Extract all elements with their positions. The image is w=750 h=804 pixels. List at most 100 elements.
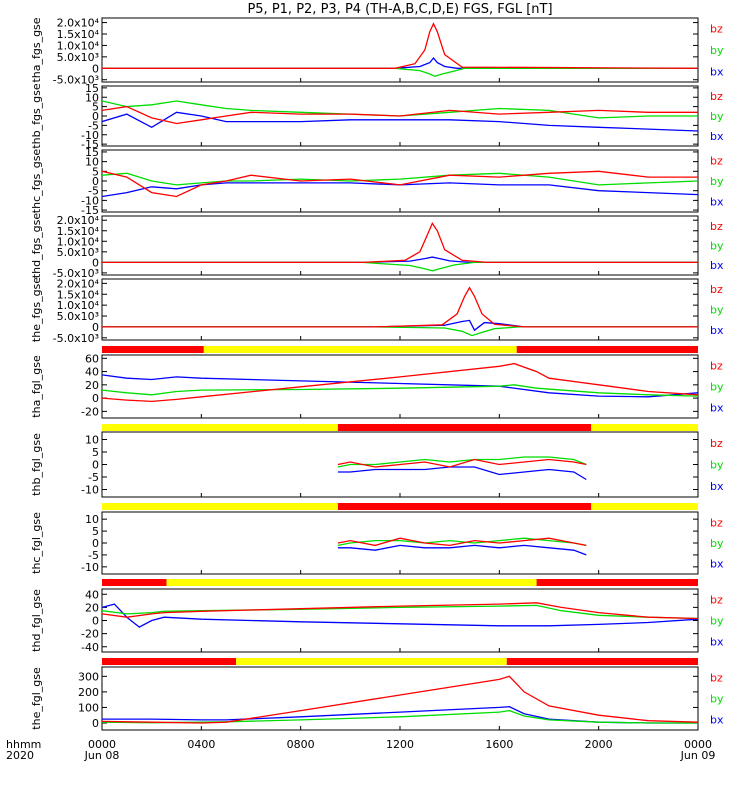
- panel-the_fgl_gse: 300 200 100 0 the_fgl_gse bz by bx: [30, 666, 724, 731]
- legend-label-by: by: [710, 459, 724, 472]
- y-tick-label: 5: [92, 525, 99, 538]
- state-segment-yellow: [102, 503, 338, 510]
- y-tick-label: 0: [92, 392, 99, 405]
- series-line-bz: [102, 170, 698, 198]
- panels-group: 2.0x10⁴1.5x10⁴1.0x10⁴5.0x10³0-5.0x10³tha…: [30, 17, 724, 731]
- y-tick-label: 2.0x10⁴: [57, 214, 100, 227]
- year-label: 2020: [6, 749, 34, 762]
- series-line-bz: [102, 602, 698, 620]
- y-tick-label: -15: [81, 138, 99, 151]
- y-tick-label: 1.5x10⁴: [57, 28, 100, 41]
- state-segment-yellow: [203, 346, 517, 353]
- x-tick-label: 0000: [684, 738, 712, 751]
- series-line-by: [102, 172, 698, 186]
- series-line-by: [102, 604, 698, 620]
- state-segment-red: [102, 658, 237, 665]
- y-tick-label: 0: [92, 537, 99, 550]
- y-tick-label: -5: [88, 549, 99, 562]
- legend-label-by: by: [710, 110, 724, 123]
- panel-frame: [101, 149, 699, 213]
- time-row-label: hhmm: [6, 738, 41, 751]
- legend-label-bx: bx: [710, 480, 724, 493]
- y-tick-label: 5.0x10³: [57, 246, 99, 259]
- y-tick-label: 40: [85, 366, 99, 379]
- y-tick-label: 300: [78, 670, 99, 683]
- y-axis-label: tha_fgs_gse: [30, 17, 43, 82]
- y-tick-label: 20: [85, 379, 99, 392]
- legend-label-bx: bx: [710, 402, 724, 415]
- y-tick-label: 5.0x10³: [57, 51, 99, 64]
- y-tick-label: 0: [92, 459, 99, 472]
- y-axis-label: thc_fgs_gse: [30, 149, 43, 214]
- series-line-bx: [102, 111, 698, 132]
- y-tick-label: 0: [92, 321, 99, 334]
- y-tick-label: 100: [78, 701, 99, 714]
- y-tick-label: 1.0x10⁴: [57, 39, 100, 52]
- y-axis-label: thb_fgs_gse: [30, 83, 43, 149]
- state-segment-red: [337, 503, 592, 510]
- y-tick-label: -5.0x10³: [53, 332, 99, 345]
- state-segment-red: [516, 346, 698, 353]
- panel-frame: [101, 17, 699, 83]
- legend-label-bz: bz: [710, 90, 723, 103]
- y-axis-label: thc_fgl_gse: [30, 512, 43, 574]
- y-tick-label: 1.0x10⁴: [57, 299, 100, 312]
- series-line-by: [102, 384, 698, 397]
- y-tick-label: -15: [81, 204, 99, 217]
- legend-label-bx: bx: [710, 324, 724, 337]
- state-bar: [102, 658, 698, 665]
- legend-label-by: by: [710, 175, 724, 188]
- legend-label-bx: bx: [710, 65, 724, 78]
- y-tick-label: 0: [92, 717, 99, 730]
- y-tick-label: 10: [85, 513, 99, 526]
- state-segment-yellow: [591, 424, 698, 431]
- legend-label-bz: bz: [710, 283, 723, 296]
- y-tick-label: -10: [81, 484, 99, 497]
- series-line-bx: [102, 603, 698, 628]
- y-tick-label: 200: [78, 686, 99, 699]
- state-segment-yellow: [166, 579, 537, 586]
- x-tick-label: 0000: [88, 738, 116, 751]
- y-tick-label: -5.0x10³: [53, 267, 99, 280]
- y-tick-label: -5: [88, 119, 99, 132]
- state-bar: [102, 346, 698, 353]
- y-tick-label: 2.0x10⁴: [57, 17, 100, 30]
- y-tick-label: 15: [85, 82, 99, 95]
- state-segment-red: [506, 658, 698, 665]
- legend-label-bz: bz: [710, 594, 723, 607]
- y-tick-label: 0: [92, 62, 99, 75]
- series-line-bz: [102, 286, 698, 328]
- y-tick-label: 0: [92, 256, 99, 269]
- state-segment-yellow: [102, 424, 338, 431]
- y-tick-label: 1.5x10⁴: [57, 288, 100, 301]
- legend-label-by: by: [710, 304, 724, 317]
- legend-label-bx: bx: [710, 636, 724, 649]
- state-bars-group: [102, 346, 698, 665]
- x-tick-label: 0800: [287, 738, 315, 751]
- y-tick-label: 2.0x10⁴: [57, 277, 100, 290]
- y-tick-label: 5: [92, 165, 99, 178]
- y-tick-label: -40: [81, 641, 99, 654]
- state-segment-red: [337, 424, 592, 431]
- state-segment-red: [102, 579, 167, 586]
- series-line-bz: [102, 362, 698, 403]
- y-tick-label: 10: [85, 434, 99, 447]
- state-bar: [102, 579, 698, 586]
- legend-label-by: by: [710, 381, 724, 394]
- series-line-bx: [102, 182, 698, 198]
- series-line-bz: [102, 105, 698, 125]
- y-tick-label: -5: [88, 471, 99, 484]
- series-line-by: [102, 709, 698, 724]
- y-tick-label: 10: [85, 156, 99, 169]
- y-tick-label: 15: [85, 146, 99, 159]
- legend-label-bz: bz: [710, 360, 723, 373]
- state-bar: [102, 424, 698, 431]
- series-line-by: [102, 100, 698, 119]
- state-segment-yellow: [236, 658, 507, 665]
- panel-frame: [101, 588, 699, 653]
